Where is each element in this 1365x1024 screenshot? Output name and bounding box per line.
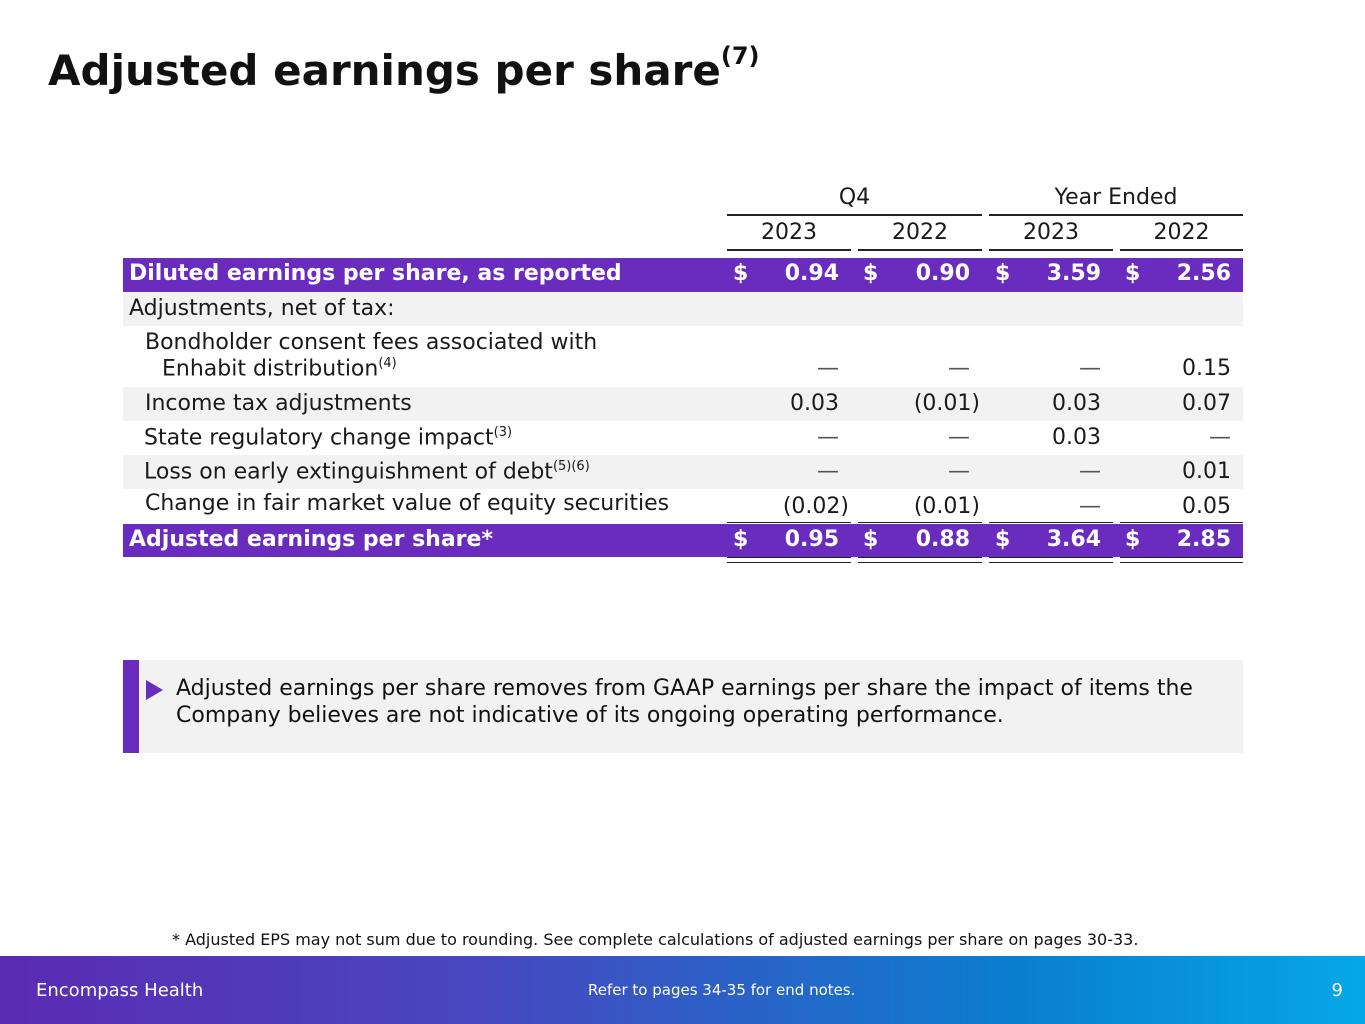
- header-year-rule: [727, 249, 851, 251]
- cell-value: 2.56: [1176, 261, 1231, 286]
- cell-value: 0.94: [784, 261, 839, 286]
- cell-value: —: [817, 356, 839, 381]
- row-label: Income tax adjustments: [145, 391, 412, 416]
- cell-value: 0.07: [1182, 391, 1231, 416]
- cell-value: (0.01): [913, 494, 980, 519]
- table-row-fair-market-value: Change in fair market value of equity se…: [123, 489, 1243, 523]
- cell-value: —: [1079, 356, 1101, 381]
- header-year-ended: Year Ended: [1054, 185, 1178, 210]
- footer-reference: Refer to pages 34-35 for end notes.: [588, 981, 856, 999]
- cell-value: 0.95: [784, 527, 839, 552]
- page-title: Adjusted earnings per share(7): [48, 42, 760, 95]
- dollar-sign: $: [1125, 261, 1141, 286]
- table-row-diluted-eps: Diluted earnings per share, as reported …: [123, 258, 1243, 292]
- row-label: Bondholder consent fees associated with: [145, 330, 598, 355]
- cell-value: 0.03: [1052, 391, 1101, 416]
- header-q4-rule: [727, 214, 982, 216]
- row-label: Diluted earnings per share, as reported: [129, 261, 622, 286]
- header-year-q4-2022: 2022: [892, 220, 948, 245]
- cell-value: 0.90: [915, 261, 970, 286]
- table-row-adjusted-eps: Adjusted earnings per share* $ 0.95 $ 0.…: [123, 524, 1243, 557]
- footer-band: Encompass Health Refer to pages 34-35 fo…: [0, 956, 1365, 1024]
- row-label: Adjustments, net of tax:: [129, 296, 395, 321]
- cell-value: —: [1209, 425, 1231, 450]
- row-label: Loss on early extinguishment of debt(5)(…: [144, 459, 590, 485]
- table-row-bondholder-fees: Bondholder consent fees associated with …: [123, 326, 1243, 387]
- row-label: Change in fair market value of equity se…: [145, 491, 670, 516]
- header-year-rule: [989, 249, 1113, 251]
- row-label-continued: Enhabit distribution(4): [162, 356, 397, 382]
- cell-value: —: [948, 459, 970, 484]
- dollar-sign: $: [733, 527, 749, 552]
- dollar-sign: $: [1125, 527, 1141, 552]
- cell-value: (0.02): [782, 494, 849, 519]
- header-year-ye-2023: 2023: [1023, 220, 1079, 245]
- row-label: Adjusted earnings per share*: [129, 527, 493, 552]
- header-year-rule: [1120, 249, 1243, 251]
- dollar-sign: $: [863, 261, 879, 286]
- header-year-q4-2023: 2023: [761, 220, 817, 245]
- row-label: State regulatory change impact(3): [144, 425, 513, 451]
- page-number: 9: [1331, 980, 1343, 1001]
- header-year-ended-rule: [989, 214, 1243, 216]
- total-double-rule: [858, 557, 982, 563]
- subtotal-rule: [989, 522, 1113, 523]
- dollar-sign: $: [995, 527, 1011, 552]
- callout-accent-bar: [123, 660, 139, 753]
- row-note: (3): [493, 425, 513, 440]
- cell-value: 3.59: [1046, 261, 1101, 286]
- header-year-ye-2022: 2022: [1153, 220, 1210, 245]
- table-row-state-regulatory: State regulatory change impact(3) — — 0.…: [123, 421, 1243, 455]
- total-double-rule: [727, 557, 851, 563]
- dollar-sign: $: [863, 527, 879, 552]
- cell-value: (0.01): [913, 391, 980, 416]
- callout-text: Adjusted earnings per share removes from…: [176, 676, 1193, 728]
- cell-value: —: [1079, 494, 1101, 519]
- triangle-bullet-icon: [146, 680, 163, 700]
- cell-value: —: [948, 356, 970, 381]
- row-note: (5)(6): [552, 459, 590, 474]
- header-year-rule: [858, 249, 982, 251]
- cell-value: 0.03: [1052, 425, 1101, 450]
- cell-value: 0.88: [915, 527, 970, 552]
- footer-company: Encompass Health: [36, 980, 204, 1001]
- table-row-adjustments-heading: Adjustments, net of tax:: [123, 292, 1243, 326]
- cell-value: 0.15: [1182, 356, 1231, 381]
- total-double-rule: [989, 557, 1113, 563]
- table-row-income-tax: Income tax adjustments 0.03 (0.01) 0.03 …: [123, 387, 1243, 421]
- subtotal-rule: [1120, 522, 1243, 523]
- cell-value: 0.03: [790, 391, 839, 416]
- row-note: (4): [378, 356, 397, 371]
- header-q4: Q4: [838, 185, 871, 210]
- callout-box: Adjusted earnings per share removes from…: [123, 660, 1243, 753]
- cell-value: —: [817, 425, 839, 450]
- dollar-sign: $: [995, 261, 1011, 286]
- cell-value: —: [948, 425, 970, 450]
- subtotal-rule: [858, 522, 982, 523]
- cell-value: 0.05: [1182, 494, 1231, 519]
- total-double-rule: [1120, 557, 1243, 563]
- cell-value: 2.85: [1176, 527, 1231, 552]
- table-row-loss-on-debt: Loss on early extinguishment of debt(5)(…: [123, 455, 1243, 489]
- cell-value: —: [1079, 459, 1101, 484]
- cell-value: —: [817, 459, 839, 484]
- footnote: * Adjusted EPS may not sum due to roundi…: [172, 930, 1139, 949]
- dollar-sign: $: [733, 261, 749, 286]
- title-note: (7): [720, 42, 760, 70]
- subtotal-rule: [727, 522, 851, 523]
- cell-value: 3.64: [1046, 527, 1101, 552]
- cell-value: 0.01: [1182, 459, 1231, 484]
